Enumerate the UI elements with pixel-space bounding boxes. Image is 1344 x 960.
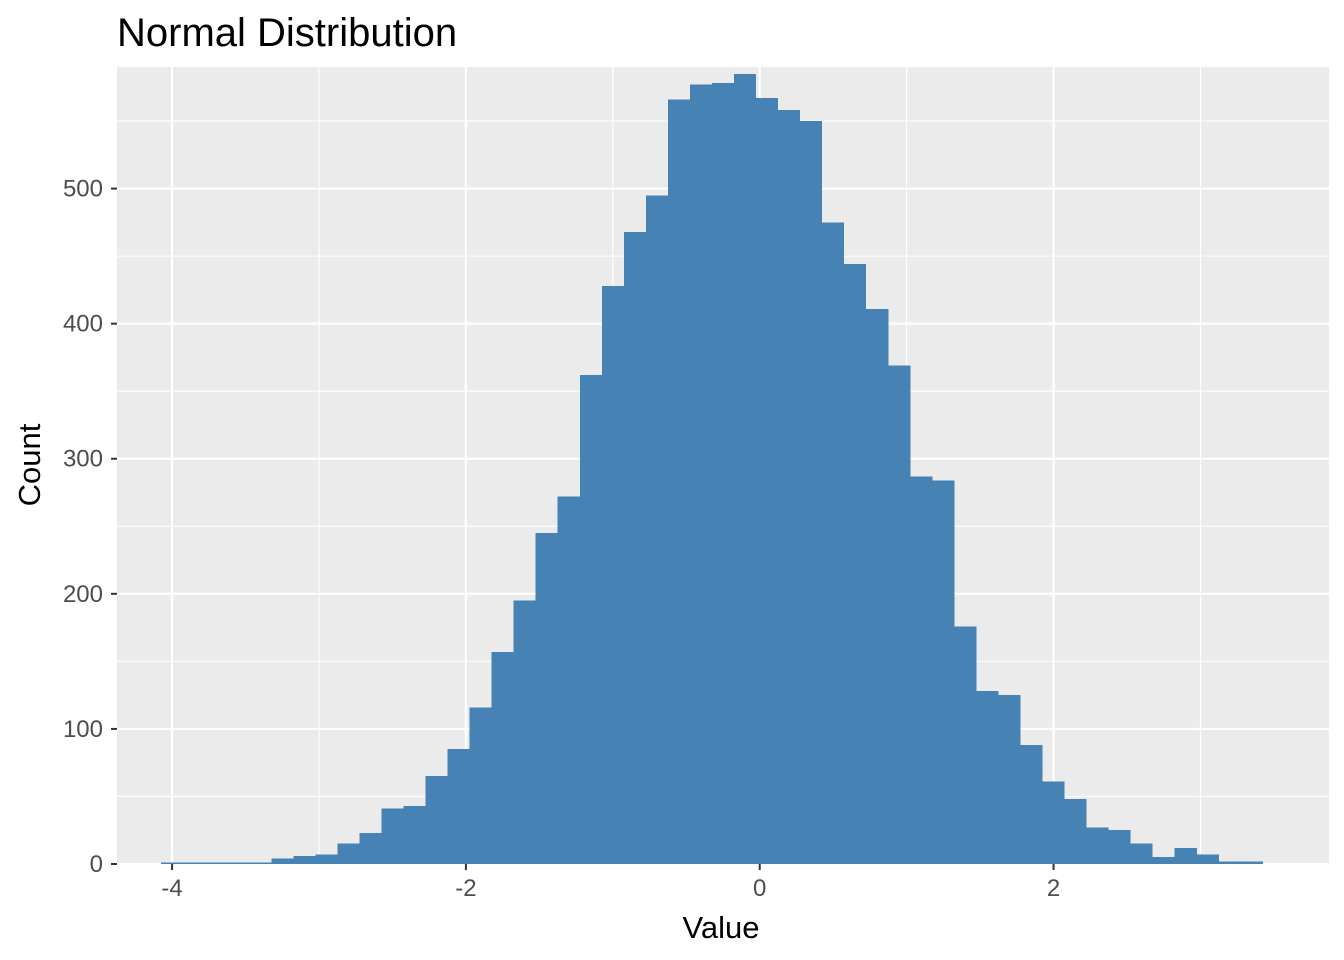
histogram-bar bbox=[822, 222, 845, 864]
histogram-bar bbox=[645, 195, 668, 864]
histogram-bar bbox=[491, 651, 514, 864]
histogram-bar bbox=[866, 308, 889, 864]
histogram-bar bbox=[337, 843, 360, 864]
y-tick-label: 0 bbox=[90, 851, 103, 878]
histogram-bar bbox=[557, 496, 580, 864]
histogram-bar bbox=[1086, 827, 1109, 864]
histogram-bar bbox=[1240, 861, 1263, 864]
histogram-bar bbox=[513, 600, 536, 864]
histogram-bar bbox=[205, 862, 228, 864]
histogram-bar bbox=[293, 855, 316, 864]
histogram-bar bbox=[271, 858, 294, 864]
histogram-bar bbox=[711, 83, 735, 865]
histogram-bar bbox=[1152, 857, 1175, 864]
histogram-bars bbox=[161, 73, 1263, 865]
x-tick-label: -2 bbox=[455, 875, 476, 902]
histogram-bar bbox=[425, 776, 448, 864]
y-axis: 0 100 200 300 400 500 bbox=[63, 176, 117, 878]
y-tick-label: 400 bbox=[63, 311, 103, 338]
histogram-bar bbox=[954, 626, 977, 864]
histogram-bar bbox=[227, 862, 250, 864]
histogram-bar bbox=[734, 73, 757, 865]
histogram-bar bbox=[888, 365, 911, 864]
histogram-bar bbox=[998, 695, 1021, 864]
histogram-bar bbox=[359, 832, 382, 864]
histogram-bar bbox=[844, 264, 867, 864]
histogram-bar bbox=[976, 691, 999, 864]
histogram-bar bbox=[689, 84, 712, 864]
histogram-bar bbox=[1108, 830, 1131, 864]
histogram-bar bbox=[1042, 781, 1065, 864]
histogram-bar bbox=[183, 862, 206, 864]
histogram-bar bbox=[447, 749, 470, 864]
x-tick-label: 2 bbox=[1047, 875, 1060, 902]
histogram-bar bbox=[667, 99, 690, 864]
histogram-bar bbox=[249, 862, 272, 864]
histogram-bar bbox=[800, 121, 823, 865]
histogram-bar bbox=[932, 480, 955, 864]
x-axis-title: Value bbox=[683, 910, 760, 945]
y-axis-title: Count bbox=[12, 423, 47, 506]
x-axis: -4 -2 0 2 bbox=[161, 864, 1060, 902]
histogram-bar bbox=[403, 805, 426, 864]
histogram-bar bbox=[381, 808, 404, 864]
x-tick-label: 0 bbox=[753, 875, 766, 902]
x-tick-label: -4 bbox=[161, 875, 182, 902]
histogram-bar bbox=[778, 110, 801, 865]
y-tick-label: 300 bbox=[63, 446, 103, 473]
histogram-bar bbox=[1174, 847, 1197, 864]
histogram-bar bbox=[315, 854, 338, 864]
histogram-bar bbox=[601, 285, 624, 864]
histogram-bar bbox=[910, 476, 933, 864]
y-tick-label: 100 bbox=[63, 716, 103, 743]
histogram-bar bbox=[756, 98, 779, 865]
y-tick-label: 200 bbox=[63, 581, 103, 608]
histogram-bar bbox=[1064, 799, 1087, 864]
histogram-bar bbox=[623, 231, 646, 864]
y-tick-label: 500 bbox=[63, 176, 103, 203]
histogram-bar bbox=[1218, 861, 1241, 864]
histogram-bar bbox=[1020, 745, 1043, 864]
histogram-bar bbox=[535, 533, 558, 864]
histogram-bar bbox=[579, 374, 602, 864]
histogram-bar bbox=[469, 707, 492, 864]
histogram-bar bbox=[161, 862, 184, 864]
histogram-bar bbox=[1196, 854, 1219, 864]
chart-title: Normal Distribution bbox=[117, 11, 457, 55]
histogram-bar bbox=[1130, 843, 1153, 864]
